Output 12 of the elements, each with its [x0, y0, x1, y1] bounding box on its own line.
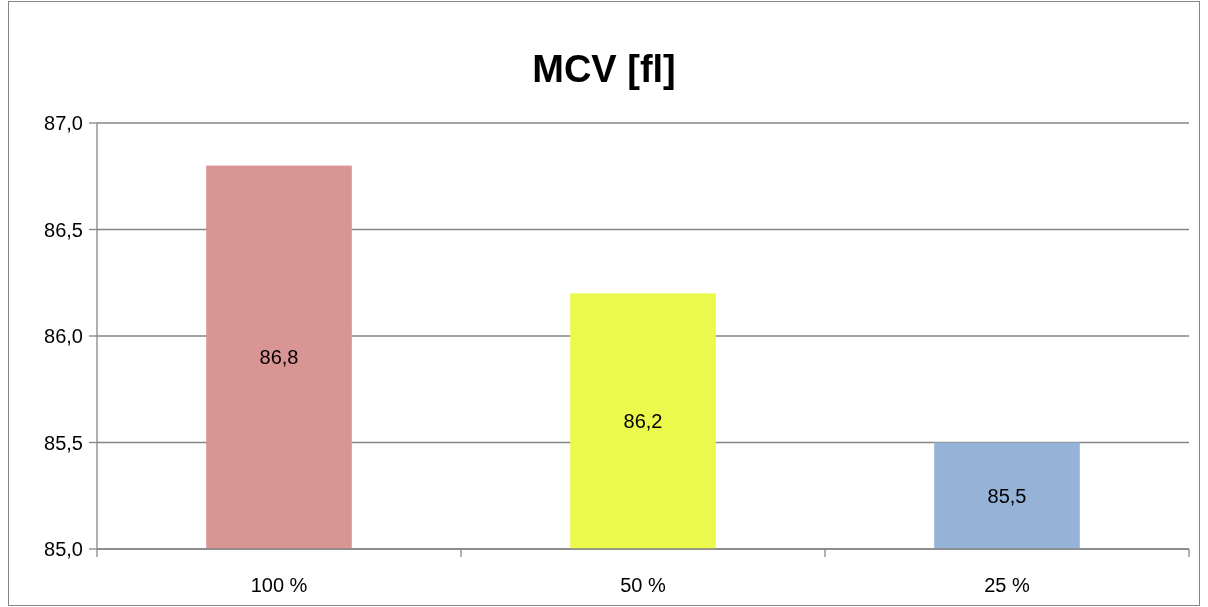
data-label: 86,2: [623, 410, 663, 433]
data-label: 85,5: [987, 484, 1027, 507]
x-tick-label: 25 %: [984, 574, 1031, 596]
y-tick-label: 85,0: [44, 538, 83, 560]
y-tick-label: 86,0: [44, 325, 83, 347]
chart-title: MCV [fl]: [532, 48, 676, 90]
x-tick-label: 100 %: [250, 574, 308, 596]
y-tick-label: 85,5: [44, 431, 83, 454]
y-tick-label: 86,5: [44, 218, 83, 241]
x-tick-label: 50 %: [620, 574, 667, 596]
y-tick-label: 87,0: [44, 112, 83, 134]
data-label: 86,8: [259, 346, 299, 369]
